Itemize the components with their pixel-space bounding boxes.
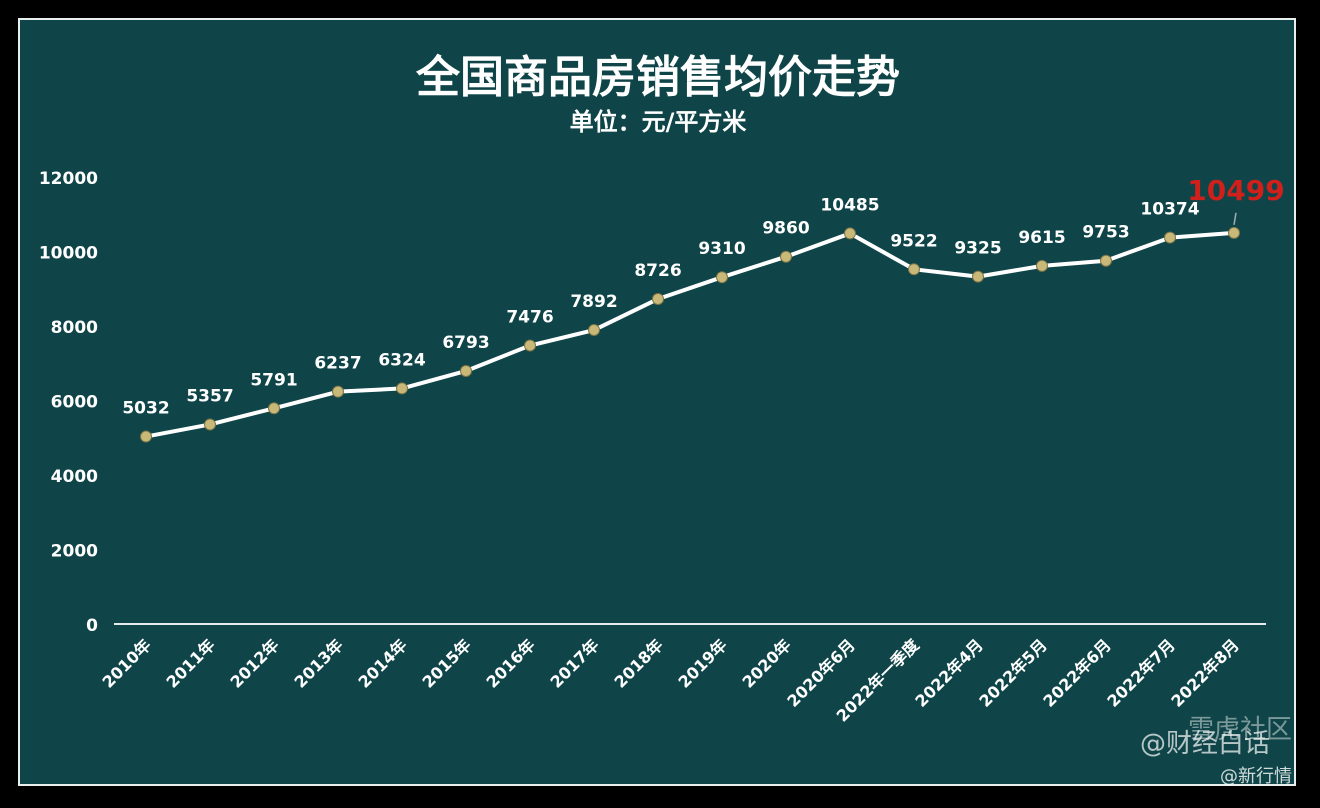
watermark-line2: 雪虎社区 xyxy=(1188,715,1292,745)
y-tick-label: 2000 xyxy=(51,542,98,562)
y-tick-label: 10000 xyxy=(39,244,98,264)
x-tick-label: 2018年 xyxy=(611,635,667,691)
x-tick-label: 2022年6月 xyxy=(1039,635,1114,710)
data-label: 5357 xyxy=(186,386,233,406)
watermark-line3: @新行情 xyxy=(1220,766,1292,787)
data-point xyxy=(1228,226,1240,239)
x-tick-label: 2022年8月 xyxy=(1167,635,1242,710)
data-point xyxy=(1100,254,1112,267)
watermark-line1: @财经白话 xyxy=(1140,729,1270,759)
data-point xyxy=(1036,259,1048,272)
data-point xyxy=(140,430,152,443)
data-point xyxy=(332,385,344,398)
data-point xyxy=(460,364,472,377)
y-tick-label: 0 xyxy=(86,616,98,636)
data-point xyxy=(268,402,280,415)
x-tick-label: 2010年 xyxy=(99,635,155,691)
data-point xyxy=(972,270,984,283)
data-label: 9522 xyxy=(890,231,937,251)
data-label: 5791 xyxy=(250,370,297,390)
data-label: 7892 xyxy=(570,292,617,312)
data-label: 7476 xyxy=(506,308,553,328)
y-tick-label: 4000 xyxy=(51,467,98,487)
data-point xyxy=(716,271,728,284)
data-label: 9325 xyxy=(954,239,1001,259)
data-point xyxy=(524,339,536,352)
data-label-highlight: 10499 xyxy=(1187,174,1284,207)
data-label: 10485 xyxy=(820,195,879,215)
data-label: 10374 xyxy=(1140,200,1199,220)
data-point xyxy=(1164,231,1176,244)
data-label: 9615 xyxy=(1018,228,1065,248)
x-tick-label: 2014年 xyxy=(355,635,411,691)
callout-line xyxy=(1233,212,1237,226)
data-label: 9753 xyxy=(1082,223,1129,243)
chart-title: 全国商品房销售均价走势 xyxy=(415,52,900,103)
data-label: 9310 xyxy=(698,239,745,259)
data-label: 8726 xyxy=(634,261,681,281)
chart-subtitle: 单位：元/平方米 xyxy=(570,108,747,136)
x-tick-label: 2022年5月 xyxy=(975,635,1050,710)
y-tick-label: 12000 xyxy=(39,169,98,189)
data-label: 6324 xyxy=(378,350,425,370)
x-tick-label: 2012年 xyxy=(227,635,283,691)
x-tick-label: 2015年 xyxy=(419,635,475,691)
watermark: 雪虎社区 @财经白话 @新行情 xyxy=(1140,715,1292,787)
data-point xyxy=(588,324,600,337)
data-label: 6793 xyxy=(442,333,489,353)
x-tick-label: 2011年 xyxy=(163,635,219,691)
data-point xyxy=(908,263,920,276)
data-point xyxy=(396,382,408,395)
data-label: 5032 xyxy=(122,399,169,419)
x-tick-label: 2016年 xyxy=(483,635,539,691)
x-tick-label: 2019年 xyxy=(675,635,731,691)
x-tick-label: 2022年7月 xyxy=(1103,635,1178,710)
x-tick-label: 2020年 xyxy=(739,635,795,691)
y-tick-label: 8000 xyxy=(51,318,98,338)
data-label: 6237 xyxy=(314,354,361,374)
data-point xyxy=(204,418,216,431)
x-tick-label: 2022年4月 xyxy=(911,635,986,710)
data-label: 9860 xyxy=(762,219,809,239)
data-point xyxy=(652,292,664,305)
series-line xyxy=(145,230,1235,439)
data-point xyxy=(780,250,792,263)
data-point xyxy=(844,227,856,240)
y-tick-label: 6000 xyxy=(51,393,98,413)
x-tick-label: 2017年 xyxy=(547,635,603,691)
chart-panel xyxy=(18,18,1296,786)
x-tick-label: 2013年 xyxy=(291,635,347,691)
